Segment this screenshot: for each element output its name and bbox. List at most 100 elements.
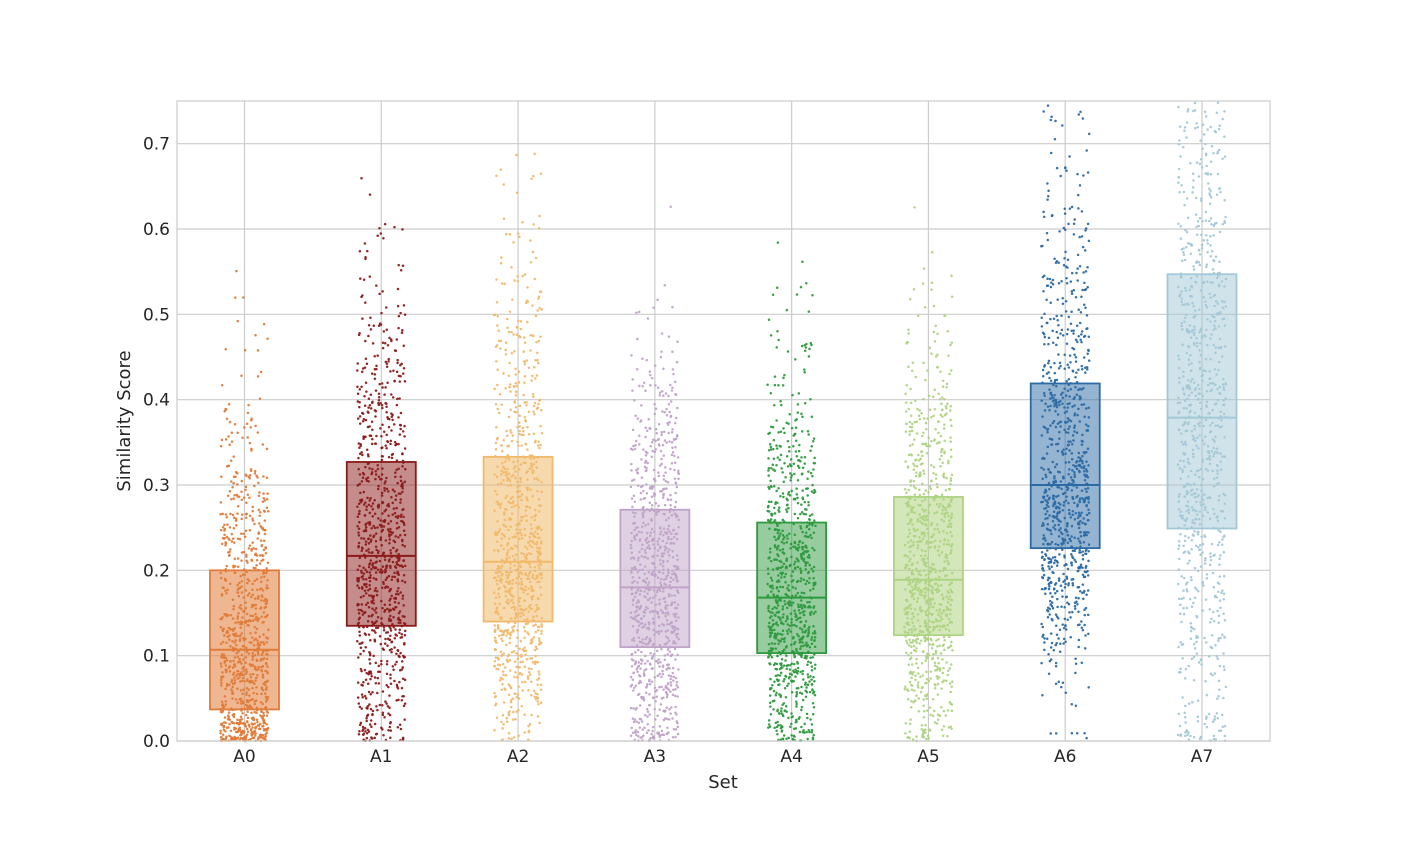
data-point [801, 706, 804, 709]
data-point [654, 440, 657, 443]
data-point [648, 427, 651, 430]
data-point [809, 515, 812, 518]
data-point [652, 438, 655, 441]
data-point [508, 694, 511, 697]
data-point [378, 227, 381, 230]
data-point [666, 692, 669, 695]
data-point [249, 544, 252, 547]
data-point [265, 567, 268, 570]
data-point [661, 410, 664, 413]
data-point [514, 367, 517, 370]
data-point [648, 679, 651, 682]
data-point [370, 328, 373, 331]
data-point [780, 454, 783, 457]
data-point [656, 650, 659, 653]
data-point [234, 558, 237, 561]
data-point [808, 355, 811, 358]
data-point [528, 366, 531, 369]
data-point [638, 443, 641, 446]
data-point [403, 718, 406, 721]
data-point [361, 696, 364, 699]
data-point [674, 393, 677, 396]
data-point [779, 400, 782, 403]
data-point [652, 736, 655, 739]
data-point [369, 678, 372, 681]
data-point [660, 356, 663, 359]
data-point [380, 232, 383, 235]
data-point [674, 422, 677, 425]
data-point [803, 462, 806, 465]
data-point [800, 286, 803, 289]
data-point [509, 669, 512, 672]
data-point [509, 233, 512, 236]
data-point [790, 679, 793, 682]
data-point [370, 725, 373, 728]
data-point [632, 429, 635, 432]
data-point [244, 536, 247, 539]
data-point [631, 506, 634, 509]
data-point [365, 720, 368, 723]
data-point [538, 677, 541, 680]
data-point [661, 332, 664, 335]
data-point [774, 662, 777, 665]
data-point [500, 444, 503, 447]
data-point [526, 286, 529, 289]
data-point [918, 697, 921, 700]
data-point [245, 529, 248, 532]
data-point [807, 661, 810, 664]
data-point [396, 398, 399, 401]
data-point [801, 416, 804, 419]
data-point [390, 651, 393, 654]
data-point [803, 344, 806, 347]
data-point [263, 722, 266, 725]
data-point [387, 358, 390, 361]
data-point [371, 443, 374, 446]
data-point [240, 491, 243, 494]
data-point [921, 435, 924, 438]
data-point [505, 674, 508, 677]
data-point [527, 300, 530, 303]
data-point [672, 679, 675, 682]
data-point [646, 715, 649, 718]
data-point [538, 399, 541, 402]
data-point [246, 561, 249, 564]
data-point [804, 683, 807, 686]
data-point [793, 463, 796, 466]
data-point [672, 451, 675, 454]
data-point [515, 394, 518, 397]
data-point [373, 325, 376, 328]
data-point [632, 659, 635, 662]
data-point [524, 342, 527, 345]
data-point [374, 723, 377, 726]
data-point [642, 490, 645, 493]
data-point [672, 368, 675, 371]
data-point [245, 513, 248, 516]
data-point [654, 700, 657, 703]
data-point [521, 221, 524, 224]
data-point [674, 381, 677, 384]
data-point [803, 368, 806, 371]
data-point [798, 444, 801, 447]
data-point [807, 673, 810, 676]
data-point [943, 427, 946, 430]
data-point [250, 722, 253, 725]
data-point [500, 262, 503, 265]
data-point [644, 466, 647, 469]
data-point [247, 404, 250, 407]
data-point [373, 630, 376, 633]
data-point [510, 706, 513, 709]
data-point [384, 700, 387, 703]
data-point [392, 669, 395, 672]
data-point [528, 730, 531, 733]
data-point [793, 663, 796, 666]
data-point [224, 528, 227, 531]
data-point [529, 673, 532, 676]
data-point [380, 663, 383, 666]
data-point [220, 445, 223, 448]
data-point [662, 673, 665, 676]
data-point [631, 449, 634, 452]
data-point [785, 710, 788, 713]
data-point [506, 435, 509, 438]
data-point [671, 717, 674, 720]
data-point [795, 721, 798, 724]
